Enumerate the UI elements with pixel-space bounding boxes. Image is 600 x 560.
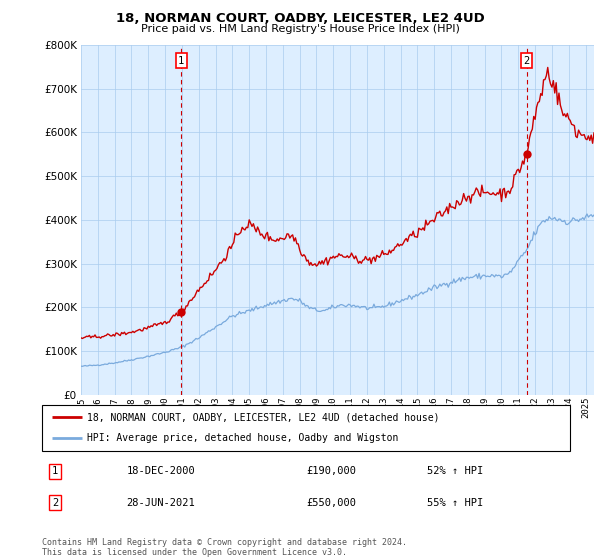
Text: 1: 1 <box>178 55 184 66</box>
FancyBboxPatch shape <box>42 405 570 451</box>
Text: 18, NORMAN COURT, OADBY, LEICESTER, LE2 4UD (detached house): 18, NORMAN COURT, OADBY, LEICESTER, LE2 … <box>87 412 439 422</box>
Text: 18, NORMAN COURT, OADBY, LEICESTER, LE2 4UD: 18, NORMAN COURT, OADBY, LEICESTER, LE2 … <box>116 12 484 25</box>
Text: 28-JUN-2021: 28-JUN-2021 <box>127 498 195 508</box>
Text: HPI: Average price, detached house, Oadby and Wigston: HPI: Average price, detached house, Oadb… <box>87 433 398 444</box>
Text: 55% ↑ HPI: 55% ↑ HPI <box>427 498 484 508</box>
Text: 2: 2 <box>523 55 530 66</box>
Text: 1: 1 <box>52 466 58 476</box>
Text: Contains HM Land Registry data © Crown copyright and database right 2024.
This d: Contains HM Land Registry data © Crown c… <box>42 538 407 557</box>
Text: £550,000: £550,000 <box>306 498 356 508</box>
Text: 52% ↑ HPI: 52% ↑ HPI <box>427 466 484 476</box>
Text: 18-DEC-2000: 18-DEC-2000 <box>127 466 195 476</box>
Text: £190,000: £190,000 <box>306 466 356 476</box>
Text: 2: 2 <box>52 498 58 508</box>
Text: Price paid vs. HM Land Registry's House Price Index (HPI): Price paid vs. HM Land Registry's House … <box>140 24 460 34</box>
